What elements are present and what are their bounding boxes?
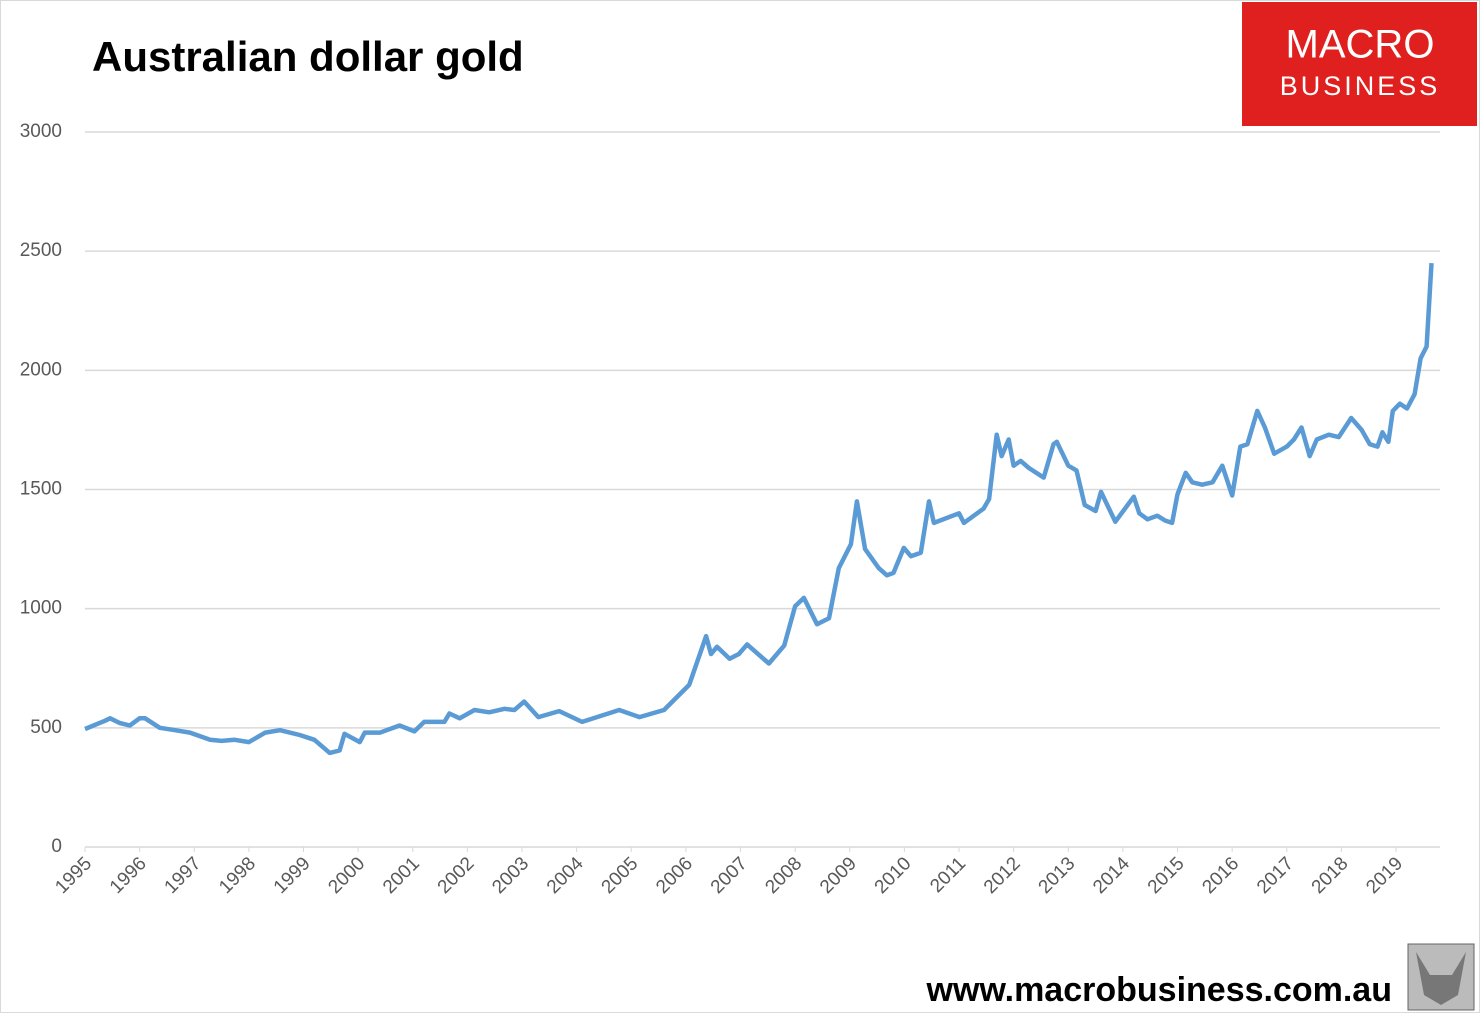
y-tick-label: 2000 [20, 359, 62, 380]
footer-url: www.macrobusiness.com.au [926, 971, 1392, 1009]
y-tick-label: 1000 [20, 598, 62, 619]
logo-text: BUSINESS [1280, 71, 1441, 101]
logo-text: MACRO [1286, 23, 1435, 67]
data-line [84, 262, 1434, 756]
chart-title: Australian dollar gold [92, 33, 524, 80]
y-tick-label: 500 [30, 717, 62, 738]
y-tick-label: 3000 [20, 121, 62, 142]
logo-box [1242, 2, 1477, 126]
y-tick-label: 1500 [20, 479, 62, 500]
y-tick-label: 2500 [20, 240, 62, 261]
y-tick-label: 0 [51, 836, 62, 857]
fox-icon [1416, 952, 1466, 1005]
